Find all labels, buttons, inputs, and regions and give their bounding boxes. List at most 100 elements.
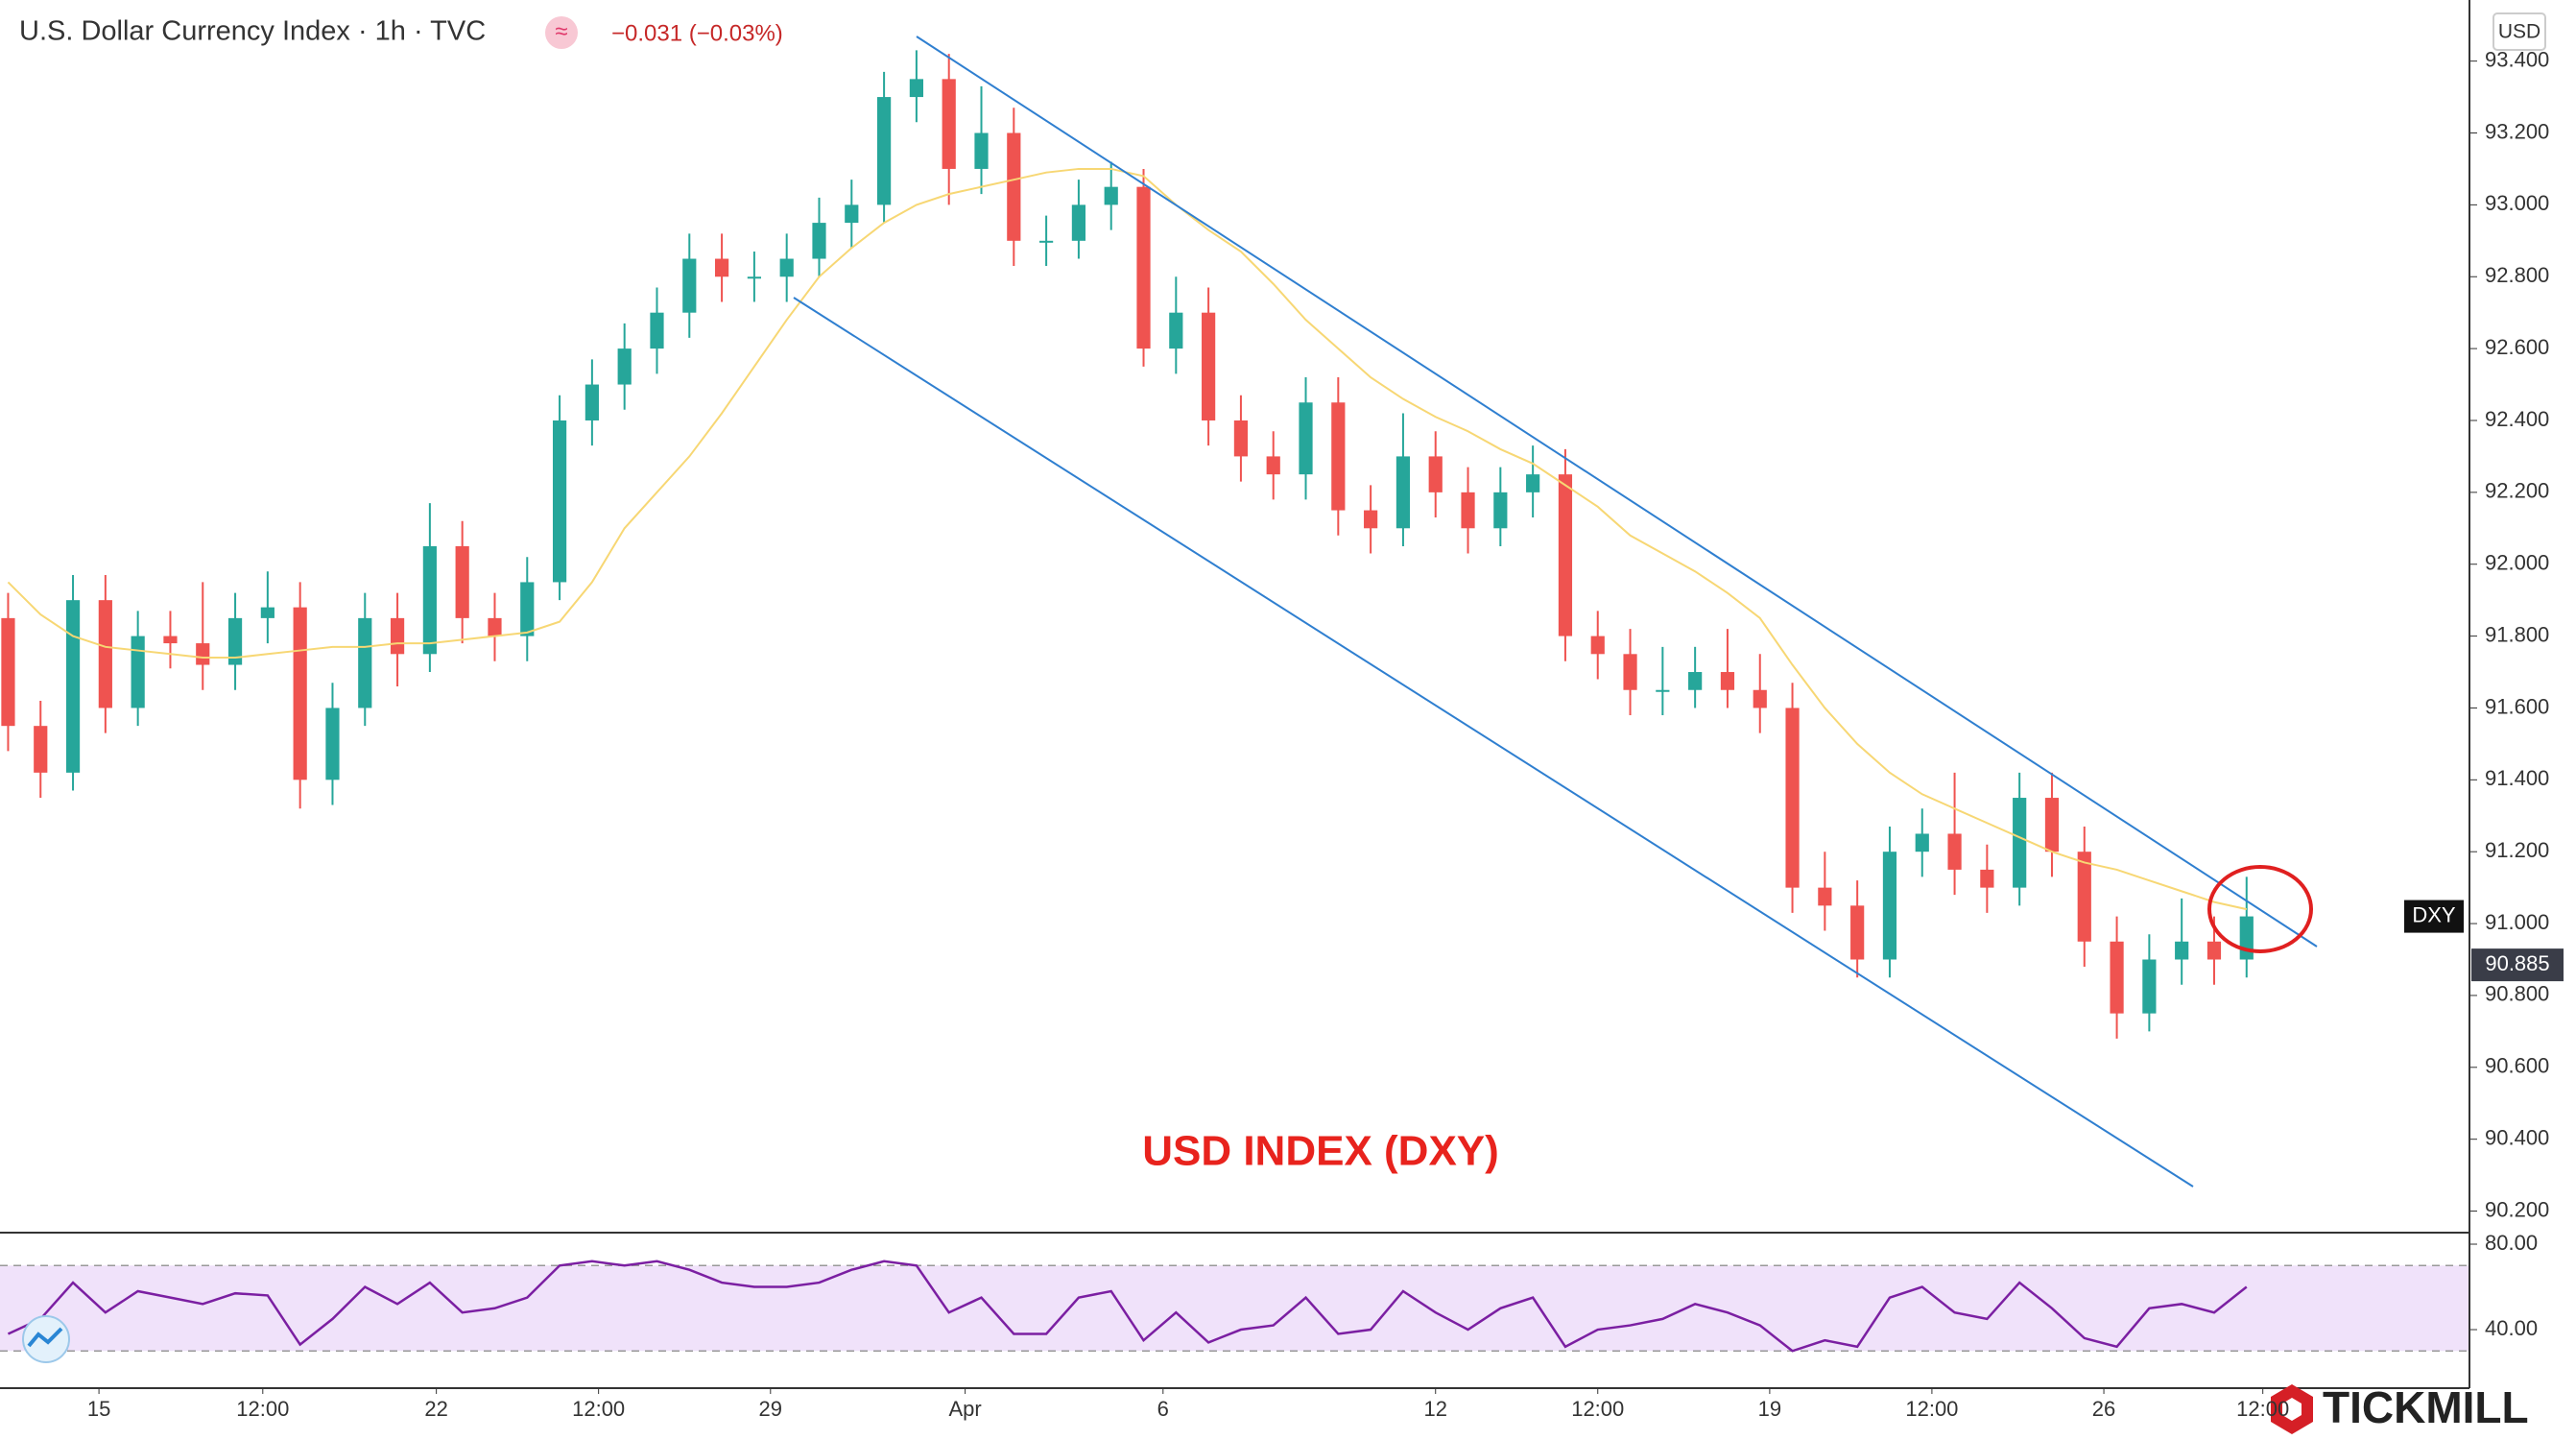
currency-box[interactable] (2493, 12, 2546, 51)
candle-body (358, 617, 372, 708)
rsi-line (7, 1260, 2248, 1353)
candle-body (1493, 492, 1508, 529)
candle-body (1818, 887, 1832, 906)
candle-body (1785, 708, 1800, 888)
candle-body (1656, 689, 1670, 692)
candle-body (1720, 672, 1735, 690)
y-tick-label: 92.800 (2485, 263, 2549, 287)
chart-title: U.S. Dollar Currency Index · 1h · TVC (19, 16, 486, 47)
indicator-icon-glyph (27, 1327, 63, 1348)
x-tick-label: 12:00 (572, 1397, 625, 1421)
y-tick-label: 91.600 (2485, 694, 2549, 718)
candle-body (2013, 798, 2027, 888)
x-tick-label: Apr (948, 1397, 981, 1421)
x-tick-label: 12:00 (2236, 1397, 2289, 1421)
candle-body (98, 600, 112, 708)
candle-body (974, 132, 989, 169)
candle-body (617, 348, 632, 385)
candle-body (1039, 240, 1054, 243)
price-change: −0.031 (−0.03%) (611, 20, 783, 46)
candle-body (682, 258, 697, 313)
last-price-box (2471, 948, 2564, 982)
candle-body (1169, 312, 1183, 349)
x-tick-label: 22 (424, 1397, 447, 1421)
x-tick-label: 12:00 (1905, 1397, 1958, 1421)
candle-body (1299, 402, 1313, 475)
candle-body (163, 636, 178, 644)
y-tick-label: 91.000 (2485, 910, 2549, 934)
candle-body (1623, 654, 1637, 690)
candle-body (1850, 905, 1865, 960)
candle-body (2239, 916, 2254, 960)
highlight-circle (2207, 865, 2313, 953)
y-tick-label: 92.200 (2485, 479, 2549, 503)
candle-body (812, 223, 826, 259)
candle-body (714, 258, 729, 277)
x-tick-label: 12:00 (1571, 1397, 1624, 1421)
candle-body (520, 582, 535, 636)
candle-body (1331, 402, 1346, 511)
candle-body (845, 204, 859, 224)
x-tick-label: 6 (1157, 1397, 1169, 1421)
x-tick-label: 12 (1423, 1397, 1446, 1421)
candle-body (942, 79, 956, 169)
y-tick-label: 93.000 (2485, 191, 2549, 215)
x-tick-label: 26 (2092, 1397, 2115, 1421)
y-tick-label: 92.000 (2485, 551, 2549, 575)
y-tick-label: 92.400 (2485, 407, 2549, 431)
candle-body (390, 617, 405, 655)
candle-body (1590, 636, 1605, 655)
candle-body (1136, 186, 1151, 349)
x-tick-label: 15 (87, 1397, 110, 1421)
candle-body (1071, 204, 1086, 241)
y-tick-label: 91.400 (2485, 766, 2549, 790)
status-icon-glyph: ≈ (555, 18, 567, 44)
candle-body (2206, 941, 2222, 960)
x-tick-label: 12:00 (236, 1397, 289, 1421)
rsi-band-layer (0, 1264, 2469, 1353)
candle-body (65, 600, 81, 773)
candle-body (552, 420, 567, 583)
y-tick-label: 93.200 (2485, 119, 2549, 143)
candle-body (1753, 689, 1767, 708)
candle-body (34, 726, 48, 773)
logo-text: TICKMILL (2323, 1382, 2529, 1432)
y-tick-label: 92.600 (2485, 335, 2549, 359)
candle-body (1104, 186, 1118, 205)
candle-body (422, 546, 437, 655)
candle-body (1688, 672, 1703, 690)
candle-body (1526, 474, 1540, 492)
y-tick-label: 91.200 (2485, 838, 2549, 862)
candle-body (1461, 492, 1475, 529)
rsi-band (0, 1265, 2469, 1352)
status-icon[interactable] (545, 16, 578, 49)
channel-upper (916, 36, 2318, 948)
candle-body (1980, 869, 1994, 888)
candle-body (196, 643, 210, 665)
candle-body (293, 607, 307, 780)
candle-body (1947, 833, 1962, 870)
candle-body (1395, 456, 1411, 529)
rsi-tick-label: 40.00 (2485, 1316, 2538, 1340)
candle-body (877, 97, 892, 205)
currency: USD (2498, 21, 2540, 43)
candle-body (227, 617, 243, 665)
last-price-label: 90.885 (2485, 951, 2549, 975)
candle-body (1558, 474, 1573, 636)
candle-body (1428, 456, 1443, 492)
candle-body (2110, 941, 2124, 1014)
candle-body (1882, 852, 1897, 960)
candle-body (325, 708, 340, 780)
symbol-tag: DXY (2412, 902, 2456, 926)
candle-body (488, 617, 502, 636)
candle-body (2175, 941, 2189, 960)
candle-body (650, 312, 664, 349)
candle-body (1, 617, 15, 727)
symbol-tag-box (2404, 900, 2464, 933)
candle-body (1364, 510, 1378, 529)
candle-body (909, 79, 924, 98)
y-tick-label: 90.400 (2485, 1125, 2549, 1149)
